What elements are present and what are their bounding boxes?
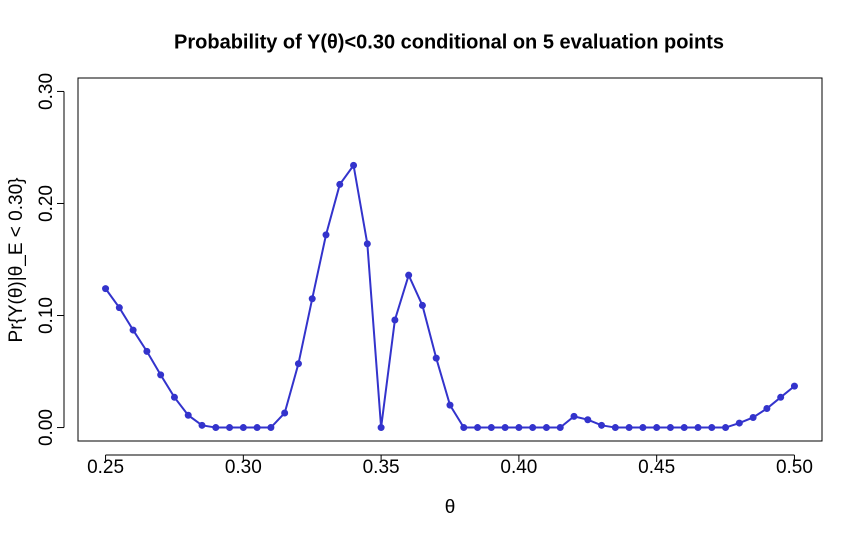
data-point <box>281 409 289 417</box>
y-tick-label: 0.30 <box>36 73 57 110</box>
data-point <box>570 412 578 420</box>
data-point <box>501 424 509 432</box>
data-point <box>377 424 385 432</box>
data-point <box>308 295 316 303</box>
data-point <box>556 424 564 432</box>
x-tick-label: 0.45 <box>638 457 675 478</box>
data-point <box>212 424 220 432</box>
data-point <box>336 180 344 188</box>
data-point <box>542 424 550 432</box>
data-point <box>680 424 688 432</box>
data-point <box>198 421 206 429</box>
data-point <box>405 271 413 279</box>
x-tick-label: 0.50 <box>776 457 813 478</box>
data-point <box>639 424 647 432</box>
data-point <box>515 424 523 432</box>
data-point <box>115 304 123 312</box>
data-point <box>157 371 165 379</box>
x-tick-label: 0.30 <box>225 457 262 478</box>
data-point <box>226 424 234 432</box>
data-point <box>446 401 454 409</box>
data-point <box>267 424 275 432</box>
data-point <box>294 360 302 368</box>
data-point <box>129 326 137 334</box>
x-tick-label: 0.40 <box>500 457 537 478</box>
y-axis-label: Pr{Y(θ)|θ_E < 0.30} <box>6 178 27 343</box>
x-axis-label: θ <box>445 497 456 518</box>
data-point <box>653 424 661 432</box>
data-point <box>474 424 482 432</box>
data-point <box>598 421 606 429</box>
data-point <box>363 240 371 248</box>
x-tick-label: 0.25 <box>87 457 124 478</box>
data-point <box>487 424 495 432</box>
y-tick-label: 0.20 <box>36 185 57 222</box>
data-point <box>460 424 468 432</box>
data-point <box>529 424 537 432</box>
data-point <box>350 161 358 169</box>
data-point <box>102 285 110 293</box>
plot-frame <box>77 77 823 442</box>
data-point <box>322 231 330 239</box>
data-point <box>239 424 247 432</box>
data-point <box>694 424 702 432</box>
data-point <box>432 354 440 362</box>
data-point <box>253 424 261 432</box>
data-line <box>104 162 796 429</box>
x-tick-label: 0.35 <box>363 457 400 478</box>
data-point <box>777 393 785 401</box>
y-tick-label: 0.00 <box>36 409 57 446</box>
data-point <box>391 316 399 324</box>
data-point <box>625 424 633 432</box>
chart-title: Probability of Y(θ)<0.30 conditional on … <box>174 31 724 53</box>
data-point <box>584 416 592 424</box>
data-point <box>666 424 674 432</box>
data-point <box>735 419 743 427</box>
data-point <box>611 424 619 432</box>
data-point <box>184 411 192 419</box>
data-point <box>749 413 757 421</box>
data-point <box>763 405 771 413</box>
data-point <box>708 424 716 432</box>
data-point <box>143 347 151 355</box>
data-point <box>418 301 426 309</box>
data-point <box>790 382 798 390</box>
y-tick-label: 0.10 <box>36 297 57 334</box>
data-point <box>722 424 730 432</box>
data-point <box>170 393 178 401</box>
